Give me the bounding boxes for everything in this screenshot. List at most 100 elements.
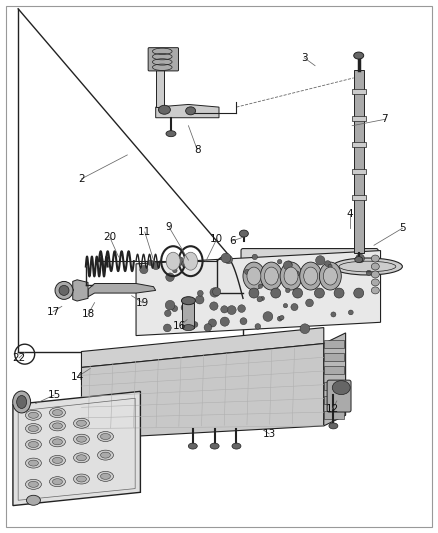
Circle shape: [181, 304, 188, 311]
FancyBboxPatch shape: [241, 248, 378, 301]
Text: 5: 5: [399, 223, 406, 233]
Ellipse shape: [49, 455, 65, 465]
Text: 20: 20: [103, 232, 117, 243]
Text: 6: 6: [229, 236, 235, 246]
Ellipse shape: [53, 423, 63, 429]
Ellipse shape: [319, 262, 341, 290]
Circle shape: [173, 269, 177, 273]
Ellipse shape: [28, 481, 39, 487]
Bar: [324, 366, 344, 374]
Circle shape: [280, 316, 284, 320]
Circle shape: [306, 299, 314, 307]
Ellipse shape: [53, 479, 63, 484]
Ellipse shape: [323, 267, 337, 285]
Polygon shape: [81, 328, 324, 367]
Polygon shape: [73, 280, 88, 301]
Circle shape: [249, 288, 259, 298]
Circle shape: [140, 265, 148, 274]
Text: 19: 19: [136, 297, 149, 308]
Ellipse shape: [74, 474, 89, 484]
Polygon shape: [136, 251, 381, 336]
Ellipse shape: [74, 453, 89, 463]
Circle shape: [166, 273, 174, 281]
Circle shape: [148, 260, 153, 265]
Ellipse shape: [186, 107, 196, 115]
Ellipse shape: [49, 421, 65, 431]
FancyBboxPatch shape: [148, 47, 179, 71]
Ellipse shape: [74, 418, 89, 428]
Bar: [324, 382, 344, 390]
Circle shape: [198, 290, 203, 296]
Circle shape: [300, 324, 310, 334]
Ellipse shape: [98, 432, 113, 441]
Ellipse shape: [53, 457, 63, 463]
Bar: [352, 116, 366, 120]
Text: 3: 3: [301, 53, 307, 63]
Text: 18: 18: [81, 309, 95, 319]
Ellipse shape: [77, 455, 86, 461]
Ellipse shape: [166, 252, 180, 270]
Bar: [352, 142, 366, 147]
Circle shape: [238, 305, 245, 312]
Text: 8: 8: [194, 144, 201, 155]
Circle shape: [165, 300, 175, 310]
Circle shape: [257, 296, 262, 302]
Text: 14: 14: [71, 372, 84, 382]
Bar: [183, 303, 194, 328]
Ellipse shape: [74, 434, 89, 444]
Circle shape: [175, 257, 184, 265]
Circle shape: [165, 310, 171, 317]
Ellipse shape: [371, 255, 379, 262]
Circle shape: [163, 324, 171, 332]
Ellipse shape: [371, 279, 379, 286]
Ellipse shape: [49, 408, 65, 417]
Circle shape: [184, 324, 191, 330]
Circle shape: [356, 254, 364, 263]
Text: 13: 13: [263, 429, 276, 439]
Ellipse shape: [25, 440, 42, 449]
Text: 16: 16: [173, 321, 186, 331]
Ellipse shape: [98, 471, 113, 481]
Circle shape: [331, 312, 336, 317]
Ellipse shape: [53, 410, 63, 416]
Circle shape: [172, 305, 178, 312]
Bar: [324, 411, 344, 419]
Ellipse shape: [284, 267, 298, 285]
Circle shape: [224, 255, 233, 264]
Circle shape: [325, 261, 331, 266]
Circle shape: [59, 286, 69, 295]
Circle shape: [263, 312, 273, 321]
Ellipse shape: [25, 410, 42, 420]
Ellipse shape: [332, 258, 403, 275]
Circle shape: [316, 256, 325, 265]
Polygon shape: [155, 104, 219, 118]
Ellipse shape: [210, 443, 219, 449]
Text: 22: 22: [12, 353, 26, 363]
Circle shape: [204, 324, 212, 332]
Circle shape: [271, 288, 281, 298]
Circle shape: [210, 302, 218, 310]
Circle shape: [294, 271, 299, 276]
Circle shape: [283, 303, 288, 308]
Ellipse shape: [371, 263, 379, 270]
Ellipse shape: [77, 420, 86, 426]
Ellipse shape: [181, 297, 195, 305]
Circle shape: [210, 288, 219, 297]
Ellipse shape: [25, 424, 42, 433]
Circle shape: [366, 270, 371, 276]
Circle shape: [208, 319, 216, 327]
Ellipse shape: [17, 395, 27, 408]
Ellipse shape: [371, 287, 379, 294]
Ellipse shape: [28, 441, 39, 448]
Circle shape: [314, 288, 325, 298]
Ellipse shape: [159, 106, 170, 114]
Ellipse shape: [28, 460, 39, 466]
Ellipse shape: [247, 267, 261, 285]
Ellipse shape: [13, 391, 31, 413]
Ellipse shape: [49, 437, 65, 447]
Circle shape: [182, 260, 189, 268]
Circle shape: [258, 284, 263, 288]
Circle shape: [354, 288, 364, 298]
Ellipse shape: [25, 458, 42, 468]
Circle shape: [244, 269, 250, 274]
